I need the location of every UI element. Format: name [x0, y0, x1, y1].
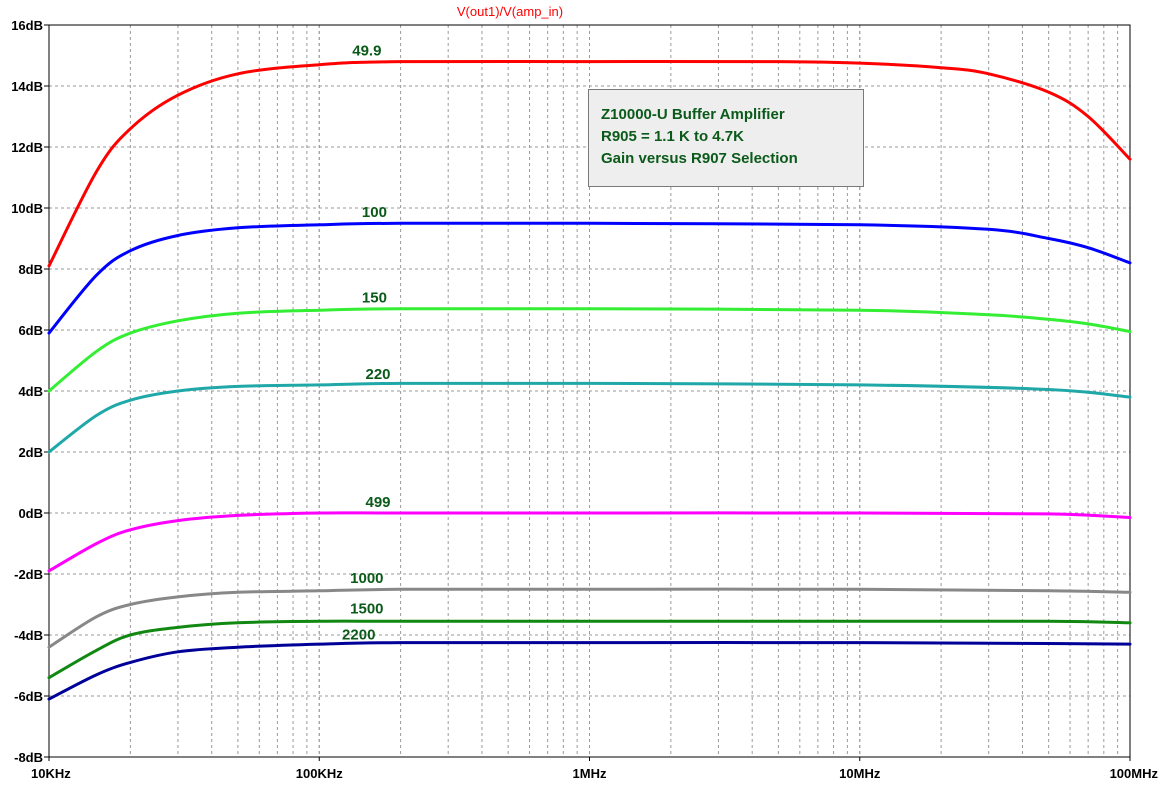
annotation-line-3: Gain versus R907 Selection [601, 150, 798, 167]
y-tick-label: -8dB [14, 750, 43, 765]
series-line-2200 [47, 641, 1132, 701]
y-tick-label: 4dB [18, 384, 43, 399]
y-tick-label: -6dB [14, 689, 43, 704]
y-tick-label: 12dB [11, 140, 43, 155]
series-line-220 [47, 381, 1132, 454]
y-tick-label: 10dB [11, 201, 43, 216]
series-label-220: 220 [366, 366, 391, 383]
y-tick-label: 14dB [11, 79, 43, 94]
axis-ticks: 16dB 14dB 12dB 10dB 8dB 6dB 4dB 2dB 0dB -2dB -4dB -… [11, 18, 1158, 781]
series-label-1000: 1000 [350, 570, 383, 587]
x-tick-label: 1MHz [573, 766, 607, 781]
series-label-2200: 2200 [342, 627, 375, 644]
y-tick-label: -2dB [14, 567, 43, 582]
series-label-49.9: 49.9 [352, 43, 381, 60]
series-curves [47, 59, 1132, 701]
annotation-box: Z10000-U Buffer Amplifier R905 = 1.1 K t… [588, 89, 864, 187]
series-line-150 [47, 306, 1132, 393]
series-line-100 [47, 221, 1132, 335]
x-tick-label: 100KHz [296, 766, 343, 781]
y-tick-label: 8dB [18, 262, 43, 277]
annotation-line-2: R905 = 1.1 K to 4.7K [601, 128, 744, 145]
series-label-150: 150 [362, 290, 387, 307]
series-line-499 [47, 511, 1132, 573]
y-tick-label: 6dB [18, 323, 43, 338]
series-label-1500: 1500 [350, 601, 383, 618]
series-label-499: 499 [366, 494, 391, 511]
chart-title: V(out1)/V(amp_in) [457, 4, 563, 19]
series-line-1500 [47, 619, 1132, 680]
annotation-line-1: Z10000-U Buffer Amplifier [601, 106, 785, 123]
x-tick-label: 10MHz [839, 766, 881, 781]
y-tick-label: 16dB [11, 18, 43, 33]
x-tick-label: 100MHz [1110, 766, 1159, 781]
series-label-100: 100 [362, 204, 387, 221]
y-tick-label: -4dB [14, 628, 43, 643]
y-tick-label: 2dB [18, 445, 43, 460]
series-labels: 49.9 100 150 220 499 1000 1500 2200 [342, 43, 390, 644]
x-tick-label: 10KHz [31, 766, 71, 781]
y-tick-label: 0dB [18, 506, 43, 521]
series-line-49.9 [47, 59, 1132, 268]
series-line-1000 [47, 587, 1132, 649]
